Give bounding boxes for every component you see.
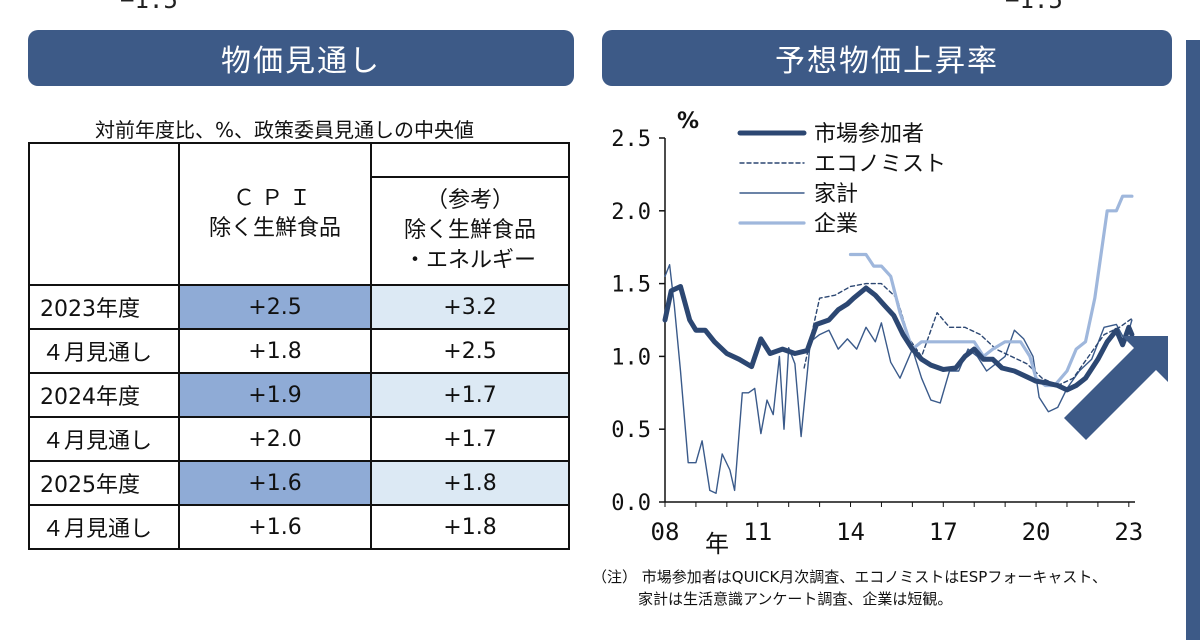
row-ref: +3.2 bbox=[370, 284, 570, 330]
inflation-expectations-chart: 0.0 0.5 1.0 1.5 2.0 2.5 08 11 14 17 20 23% 年 市場参加者エコノ… bbox=[611, 109, 1168, 558]
expectations-panel-title: 予想物価上昇率 bbox=[602, 30, 1172, 86]
x-tick-label: 11 bbox=[743, 518, 772, 546]
legend-label: エコノミスト bbox=[814, 152, 946, 177]
expectations-title-text: 予想物価上昇率 bbox=[775, 44, 999, 79]
table-row: 2024年度 +1.9 +1.7 bbox=[28, 372, 570, 418]
header-empty-cell bbox=[28, 142, 180, 286]
row-label: ４月見通し bbox=[28, 504, 180, 550]
x-tick-label: 23 bbox=[1114, 518, 1143, 546]
table-row: ４月見通し +1.6 +1.8 bbox=[28, 504, 570, 550]
legend-label: 家計 bbox=[814, 182, 858, 207]
table-row: ４月見通し +1.8 +2.5 bbox=[28, 328, 570, 374]
y-tick-label: 2.5 bbox=[611, 127, 651, 152]
row-label: 2025年度 bbox=[28, 460, 180, 506]
row-cpi: +1.6 bbox=[178, 460, 372, 506]
legend-label: 企業 bbox=[814, 212, 858, 237]
x-year-label: 年 bbox=[705, 530, 729, 558]
table-row: ４月見通し +2.0 +1.7 bbox=[28, 416, 570, 462]
header-cpi: ＣＰＩ 除く生鮮食品 bbox=[178, 142, 372, 286]
table-header-row-2: （参考） 除く生鮮食品 ・エネルギー bbox=[29, 176, 570, 286]
top-right-fragment: −1.5 bbox=[1005, 0, 1063, 14]
y-tick-label: 0.0 bbox=[611, 491, 651, 516]
row-ref: +1.8 bbox=[370, 460, 570, 506]
row-label: 2024年度 bbox=[28, 372, 180, 418]
x-tick-label: 08 bbox=[651, 518, 680, 546]
series-line-light bbox=[848, 194, 1134, 388]
header-ref-line2: 除く生鮮食品 bbox=[403, 218, 536, 244]
row-label: 2023年度 bbox=[28, 284, 180, 330]
row-cpi: +2.0 bbox=[178, 416, 372, 462]
y-unit-label: % bbox=[677, 109, 699, 134]
x-tick-label: 14 bbox=[836, 518, 865, 546]
row-cpi: +1.8 bbox=[178, 328, 372, 374]
row-cpi: +1.9 bbox=[178, 372, 372, 418]
note-line-2: 家計は生活意識アンケート調査、企業は短観。 bbox=[638, 590, 953, 608]
right-edge-strip bbox=[1186, 40, 1200, 640]
header-ref-line1: （参考） bbox=[425, 188, 514, 214]
row-cpi: +2.5 bbox=[178, 284, 372, 330]
y-tick-label: 0.5 bbox=[611, 418, 651, 443]
header-ref-line3: ・エネルギー bbox=[403, 248, 536, 274]
projection-table: ＣＰＩ 除く生鮮食品 （参考） 除く生鮮食品 ・エネルギー 2023年度 +2.… bbox=[28, 141, 570, 550]
y-tick-label: 2.0 bbox=[611, 200, 651, 225]
note-line-1: （注） 市場参加者はQUICK月次調査、エコノミストはESPフォーキャスト、 bbox=[592, 568, 1108, 586]
legend-label: 市場参加者 bbox=[814, 122, 924, 147]
header-ref: （参考） 除く生鮮食品 ・エネルギー bbox=[370, 176, 570, 286]
row-ref: +1.8 bbox=[370, 504, 570, 550]
table-row: 2023年度 +2.5 +3.2 bbox=[28, 284, 570, 330]
row-ref: +1.7 bbox=[370, 416, 570, 462]
table-row: 2025年度 +1.6 +1.8 bbox=[28, 460, 570, 506]
chart-note: （注） 市場参加者はQUICK月次調査、エコノミストはESPフォーキャスト、 家… bbox=[592, 566, 1107, 610]
y-tick-label: 1.5 bbox=[611, 273, 651, 298]
row-label: ４月見通し bbox=[28, 416, 180, 462]
projection-title-text: 物価見通し bbox=[221, 44, 381, 79]
projection-panel-title: 物価見通し bbox=[28, 30, 574, 86]
projection-caption: 対前年度比、%、政策委員見通しの中央値 bbox=[95, 118, 475, 142]
header-cpi-line2: 除く生鮮食品 bbox=[208, 216, 341, 241]
row-label: ４月見通し bbox=[28, 328, 180, 374]
table-header-row: ＣＰＩ 除く生鮮食品 bbox=[28, 141, 570, 286]
upward-arrow bbox=[1064, 336, 1168, 440]
row-cpi: +1.6 bbox=[178, 504, 372, 550]
series-line-dashed bbox=[803, 282, 1133, 387]
row-ref: +2.5 bbox=[370, 328, 570, 374]
row-ref: +1.7 bbox=[370, 372, 570, 418]
header-cpi-line1: ＣＰＩ bbox=[232, 186, 317, 211]
y-tick-label: 1.0 bbox=[611, 345, 651, 370]
x-tick-label: 17 bbox=[929, 518, 958, 546]
top-left-fragment: −1.5 bbox=[120, 0, 178, 14]
header-ref-top bbox=[370, 141, 570, 178]
series-line-thick bbox=[662, 284, 1135, 393]
x-tick-label: 20 bbox=[1022, 518, 1051, 546]
